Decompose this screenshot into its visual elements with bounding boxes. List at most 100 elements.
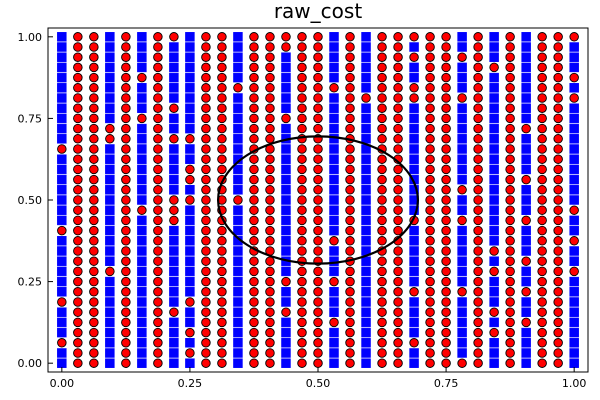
circle-marker (185, 327, 195, 338)
square-marker (185, 93, 195, 103)
square-marker (169, 42, 179, 52)
circle-marker (473, 32, 483, 42)
circle-marker (265, 307, 275, 317)
square-marker (489, 144, 499, 154)
square-marker (361, 276, 371, 287)
circle-marker (249, 62, 259, 73)
square-marker (281, 83, 291, 93)
square-marker (361, 225, 371, 236)
circle-marker (153, 327, 163, 338)
circle-marker (153, 246, 163, 256)
circle-marker (409, 338, 419, 348)
circle-marker (297, 144, 307, 154)
square-marker (281, 72, 291, 83)
circle-marker (73, 276, 83, 287)
circle-marker (153, 72, 163, 83)
square-marker (233, 72, 243, 83)
circle-marker (441, 266, 451, 277)
circle-marker (169, 205, 179, 215)
square-marker (57, 358, 67, 368)
square-marker (489, 225, 499, 236)
circle-marker (137, 72, 147, 83)
circle-marker (345, 52, 355, 62)
circle-marker (345, 317, 355, 328)
square-marker (57, 195, 67, 205)
circle-marker (121, 52, 131, 62)
square-marker (569, 225, 579, 236)
circle-marker (217, 266, 227, 277)
circle-marker (313, 103, 323, 113)
circle-marker (457, 215, 467, 226)
circle-marker (537, 256, 547, 266)
circle-marker (425, 42, 435, 52)
circle-marker (537, 195, 547, 205)
square-marker (169, 358, 179, 368)
circle-marker (313, 154, 323, 164)
circle-marker (281, 42, 291, 52)
circle-marker (169, 32, 179, 42)
circle-marker (121, 338, 131, 348)
circle-marker (201, 154, 211, 164)
circle-marker (441, 205, 451, 215)
circle-marker (73, 42, 83, 52)
circle-marker (153, 144, 163, 154)
circle-marker (249, 52, 259, 62)
square-marker (105, 83, 115, 93)
circle-marker (425, 62, 435, 73)
circle-marker (553, 123, 563, 134)
square-marker (185, 338, 195, 348)
square-marker (137, 93, 147, 103)
square-marker (105, 62, 115, 73)
circle-marker (569, 32, 579, 42)
circle-marker (313, 123, 323, 134)
circle-marker (569, 266, 579, 277)
circle-marker (249, 348, 259, 358)
square-marker (233, 225, 243, 236)
circle-marker (553, 174, 563, 185)
square-marker (361, 327, 371, 338)
circle-marker (537, 62, 547, 73)
circle-marker (217, 144, 227, 154)
square-marker (137, 195, 147, 205)
square-marker (137, 307, 147, 317)
square-marker (569, 307, 579, 317)
circle-marker (377, 52, 387, 62)
square-marker (57, 113, 67, 124)
square-marker (105, 215, 115, 226)
square-marker (569, 287, 579, 297)
circle-marker (505, 236, 515, 246)
circle-marker (313, 327, 323, 338)
square-marker (457, 236, 467, 246)
square-marker (105, 276, 115, 287)
circle-marker (313, 307, 323, 317)
square-marker (233, 62, 243, 73)
circle-marker (409, 93, 419, 103)
square-marker (233, 246, 243, 256)
square-marker (521, 307, 531, 317)
circle-marker (313, 42, 323, 52)
circle-marker (73, 246, 83, 256)
circle-marker (153, 338, 163, 348)
circle-marker (441, 154, 451, 164)
circle-marker (345, 276, 355, 287)
square-marker (137, 144, 147, 154)
square-marker (489, 205, 499, 215)
square-marker (489, 348, 499, 358)
circle-marker (393, 103, 403, 113)
square-marker (169, 123, 179, 134)
square-marker (361, 287, 371, 297)
circle-marker (249, 338, 259, 348)
circle-marker (313, 266, 323, 277)
square-marker (233, 164, 243, 175)
square-marker (169, 83, 179, 93)
square-marker (105, 93, 115, 103)
circle-marker (89, 123, 99, 134)
circle-marker (553, 215, 563, 226)
circle-marker (569, 236, 579, 246)
circle-marker (153, 205, 163, 215)
square-marker (233, 266, 243, 277)
circle-marker (313, 317, 323, 328)
circle-marker (441, 307, 451, 317)
square-marker (185, 123, 195, 134)
